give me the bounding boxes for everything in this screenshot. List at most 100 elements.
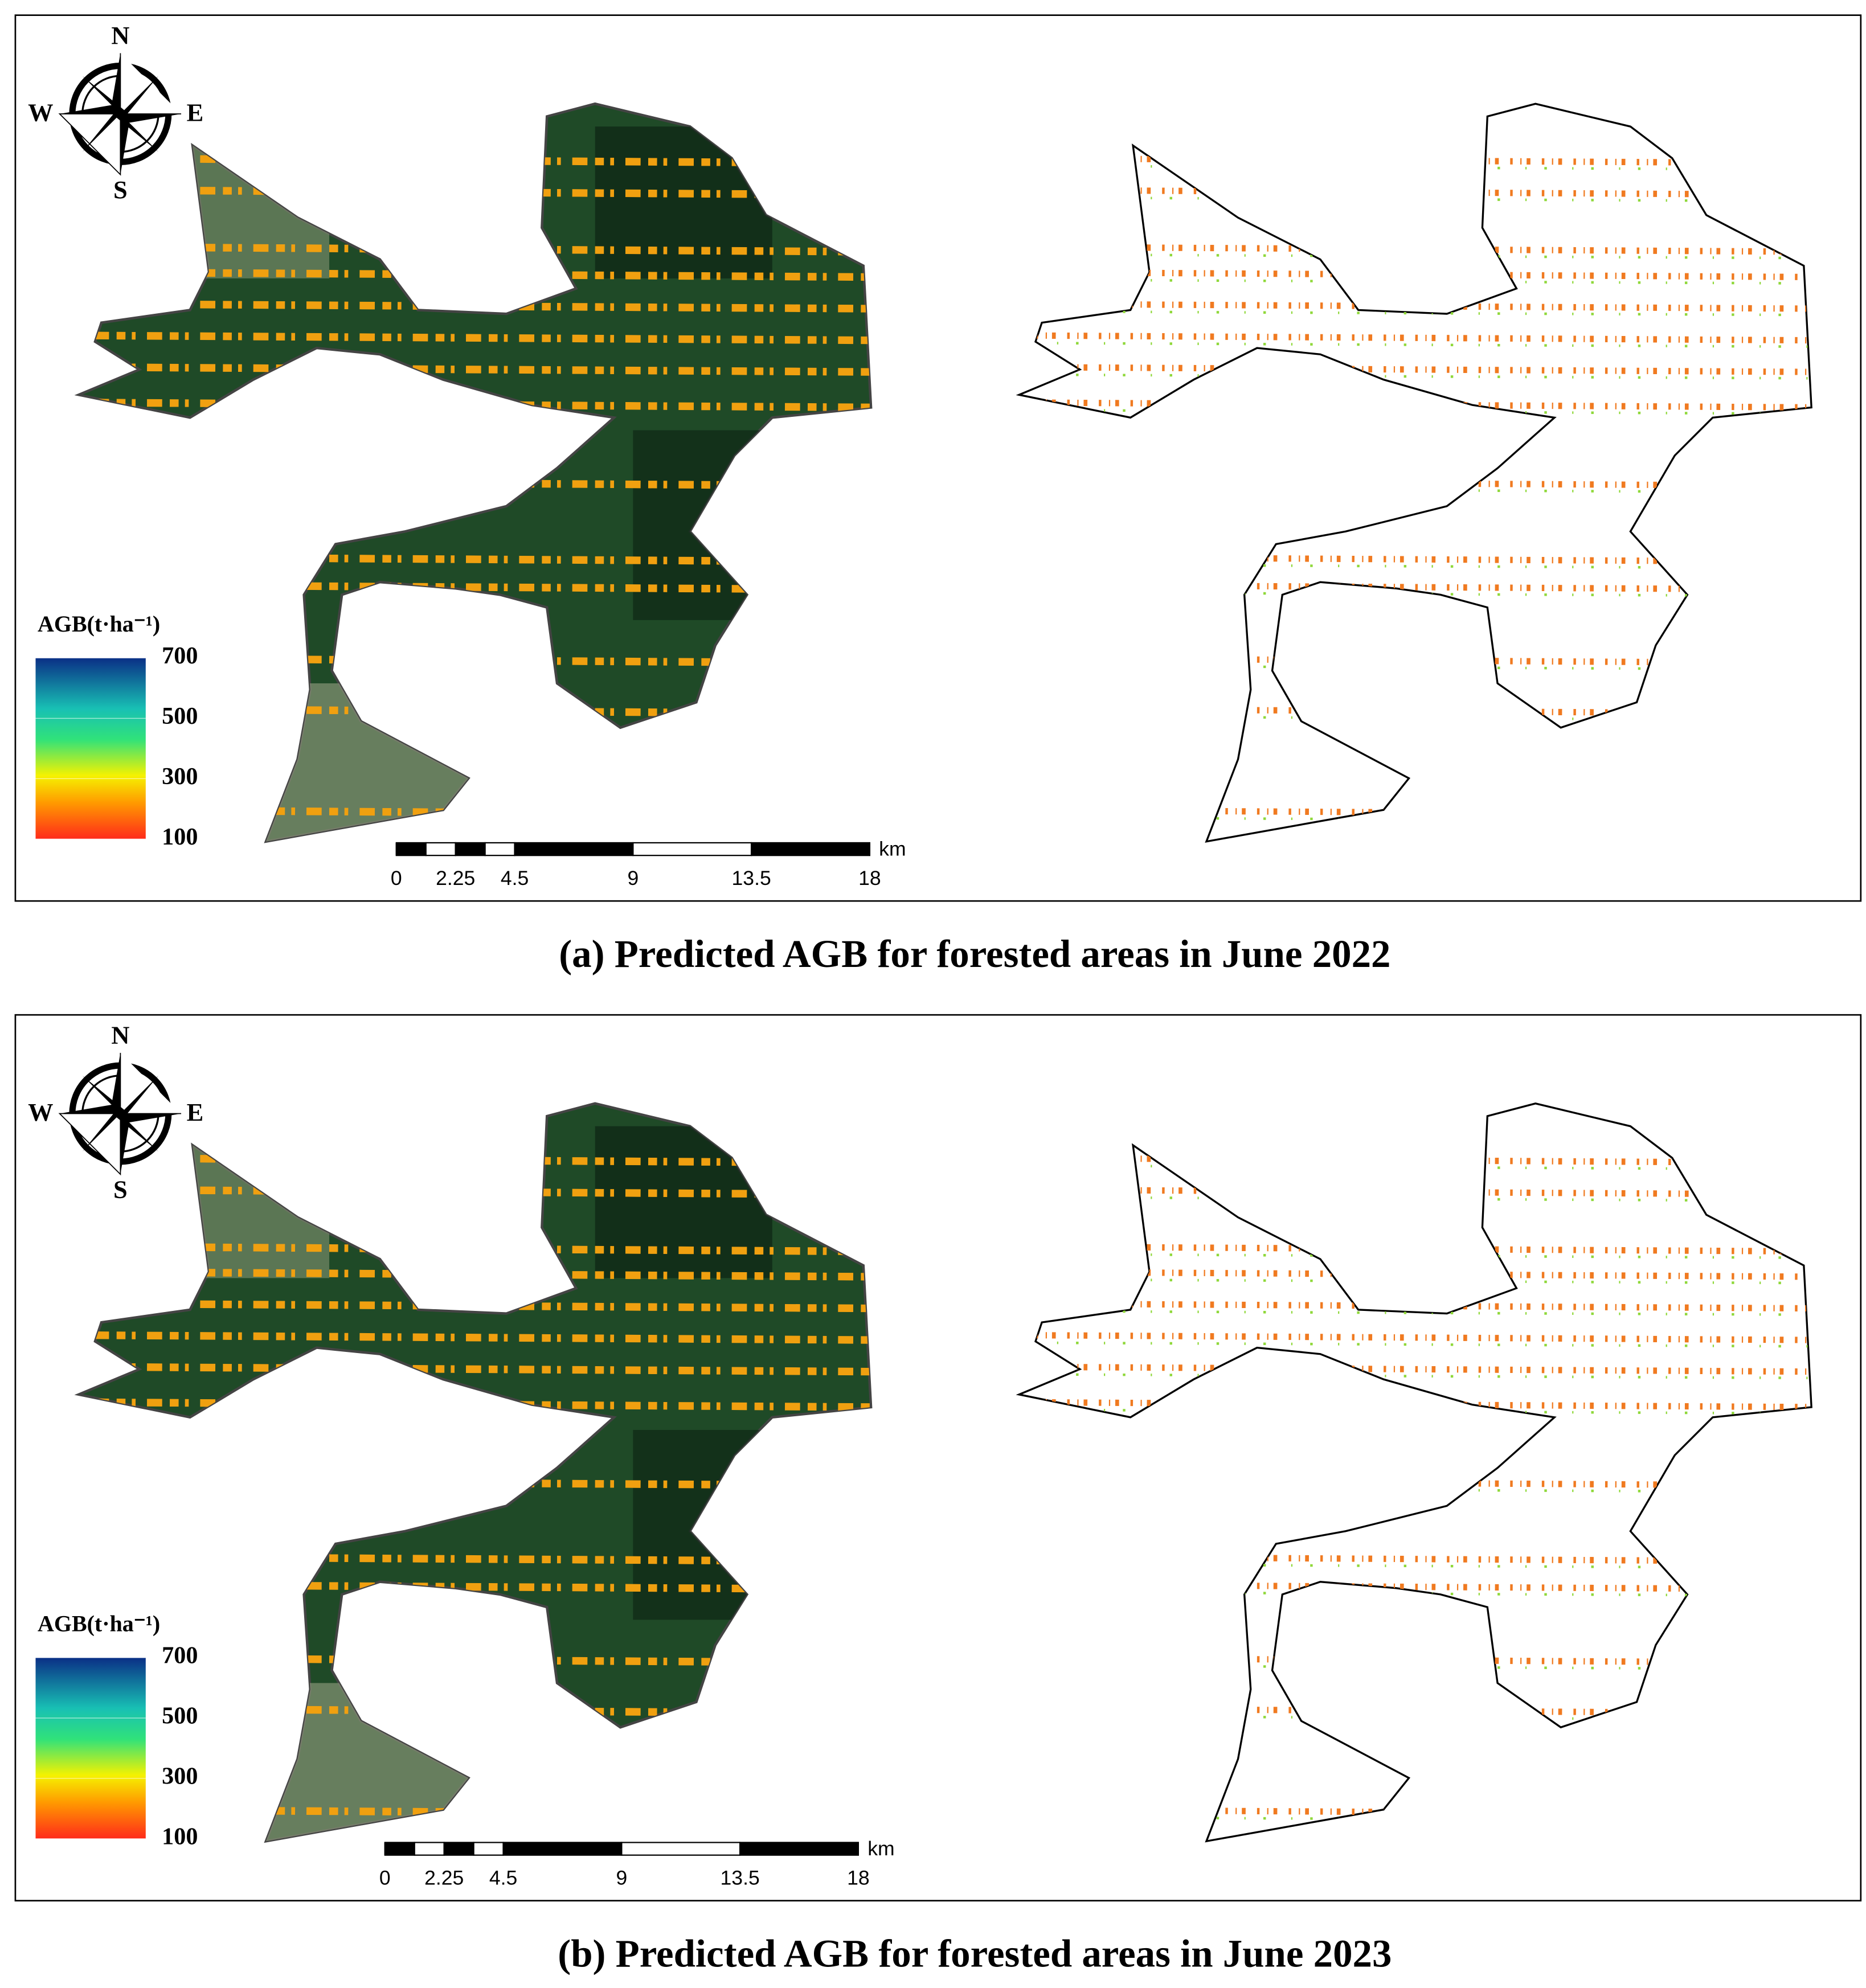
region-outline xyxy=(1018,103,1812,843)
agb-stripe xyxy=(1019,1477,1812,1489)
legend-title: AGB(t·ha⁻¹) xyxy=(38,1611,160,1637)
scale-segment xyxy=(739,1842,860,1856)
agb-stripe xyxy=(1019,806,1812,818)
agb-stripe xyxy=(1019,1806,1812,1818)
scale-label: 13.5 xyxy=(721,1866,760,1889)
agb-stripe xyxy=(79,1398,871,1411)
agb-map xyxy=(1018,1102,1812,1842)
agb-stripe xyxy=(1019,1715,1812,1721)
agb-stripe xyxy=(1019,196,1812,203)
agb-stripe xyxy=(1019,155,1812,167)
compass xyxy=(58,1052,182,1176)
scale-label: 18 xyxy=(858,867,881,890)
colorbar-label: 300 xyxy=(162,763,198,790)
compass-label: S xyxy=(113,1175,128,1203)
scale-segment xyxy=(384,1842,415,1856)
scale-label: 0 xyxy=(391,867,402,890)
colorbar-label: 100 xyxy=(162,1823,198,1850)
agb-stripe xyxy=(79,1477,871,1490)
agb-stripe xyxy=(1019,164,1812,171)
agb-stripe xyxy=(79,1580,871,1593)
compass-label: W xyxy=(28,98,53,126)
agb-stripe xyxy=(1019,715,1812,722)
agb-stripe xyxy=(79,806,871,819)
colorbar-label: 100 xyxy=(162,823,198,850)
agb-stripe xyxy=(1019,1164,1812,1171)
panel-frame xyxy=(14,1014,1862,1902)
agb-stripe xyxy=(79,1186,871,1199)
agb-stripe xyxy=(1019,816,1812,823)
agb-stripe xyxy=(79,398,871,412)
agb-stripe xyxy=(1019,705,1812,717)
colorbar-label: 300 xyxy=(162,1763,198,1790)
agb-map xyxy=(1018,103,1812,843)
agb-stripe xyxy=(1019,1186,1812,1198)
compass-label: E xyxy=(187,1098,204,1126)
compass-label: W xyxy=(28,1098,53,1126)
compass xyxy=(58,53,182,176)
agb-stripe xyxy=(79,1552,871,1565)
scale-label: 0 xyxy=(379,1866,391,1889)
panel-caption: (a) Predicted AGB for forested areas in … xyxy=(559,932,1390,975)
scale-segment xyxy=(484,842,515,856)
scale-segment xyxy=(502,1842,623,1856)
scale-segment xyxy=(473,1842,504,1856)
compass-label: N xyxy=(111,21,129,50)
scale-label: 2.25 xyxy=(436,867,475,890)
agb-stripe xyxy=(1019,1363,1812,1375)
agb-stripe xyxy=(79,1331,871,1344)
scale-label: 2.25 xyxy=(424,1866,464,1889)
scale-label: 9 xyxy=(627,867,639,890)
panel-caption: (b) Predicted AGB for forested areas in … xyxy=(558,1932,1392,1975)
scale-segment xyxy=(443,1842,474,1856)
agb-stripe xyxy=(1019,477,1812,489)
agb-stripe xyxy=(1019,186,1812,198)
colorbar xyxy=(35,658,146,839)
compass-label: N xyxy=(111,1020,129,1049)
compass-label: E xyxy=(187,98,204,126)
agb-stripe xyxy=(1019,332,1812,344)
imagery-map xyxy=(63,104,886,848)
scale-segment xyxy=(751,842,871,856)
agb-stripe xyxy=(79,243,871,256)
agb-stripe xyxy=(1019,363,1812,375)
agb-stripe xyxy=(1019,1487,1812,1494)
scale-label: 18 xyxy=(847,1866,870,1889)
scale-unit: km xyxy=(879,838,906,860)
scale-segment xyxy=(632,842,752,856)
compass-label: S xyxy=(113,175,128,204)
agb-stripe xyxy=(79,154,871,167)
agb-stripe xyxy=(79,477,871,490)
panel: N S W E AGB(t·ha⁻¹)700 500 300 100 0 2.25 4.5 9 13.5… xyxy=(14,1014,1862,1975)
colorbar-label: 500 xyxy=(162,1703,198,1729)
scale-label: 4.5 xyxy=(489,1866,517,1889)
scale-label: 9 xyxy=(616,1866,627,1889)
scale-segment xyxy=(621,1842,741,1856)
scale-segment xyxy=(414,1842,445,1856)
scale-segment xyxy=(425,842,456,856)
agb-stripe xyxy=(79,363,871,376)
agb-stripe xyxy=(79,1268,871,1281)
colorbar xyxy=(35,1658,146,1839)
imagery-detail xyxy=(79,126,871,842)
agb-stripe xyxy=(79,1154,871,1167)
compass-star xyxy=(82,76,159,152)
colorbar-label: 500 xyxy=(162,703,198,729)
dark-forest xyxy=(595,1126,772,1278)
agb-stripe xyxy=(1019,1654,1812,1666)
legend-title: AGB(t·ha⁻¹) xyxy=(38,611,160,637)
imagery-detail xyxy=(79,1126,871,1842)
scale-label: 13.5 xyxy=(732,867,771,890)
agb-stripe xyxy=(1019,1705,1812,1717)
panel: N S W E AGB(t·ha⁻¹)700 500 300 100 0 2.25 4.5 9 13.5… xyxy=(14,14,1862,975)
scale-segment xyxy=(455,842,486,856)
agb-stripe xyxy=(1019,1664,1812,1671)
agb-stripe xyxy=(1019,591,1812,597)
scale-segment xyxy=(395,842,427,856)
agb-stripe xyxy=(1019,1331,1812,1343)
imagery-map xyxy=(63,1104,886,1848)
agb-stripe xyxy=(1019,1815,1812,1822)
agb-stripe xyxy=(79,1363,871,1376)
agb-stripe xyxy=(79,300,871,313)
